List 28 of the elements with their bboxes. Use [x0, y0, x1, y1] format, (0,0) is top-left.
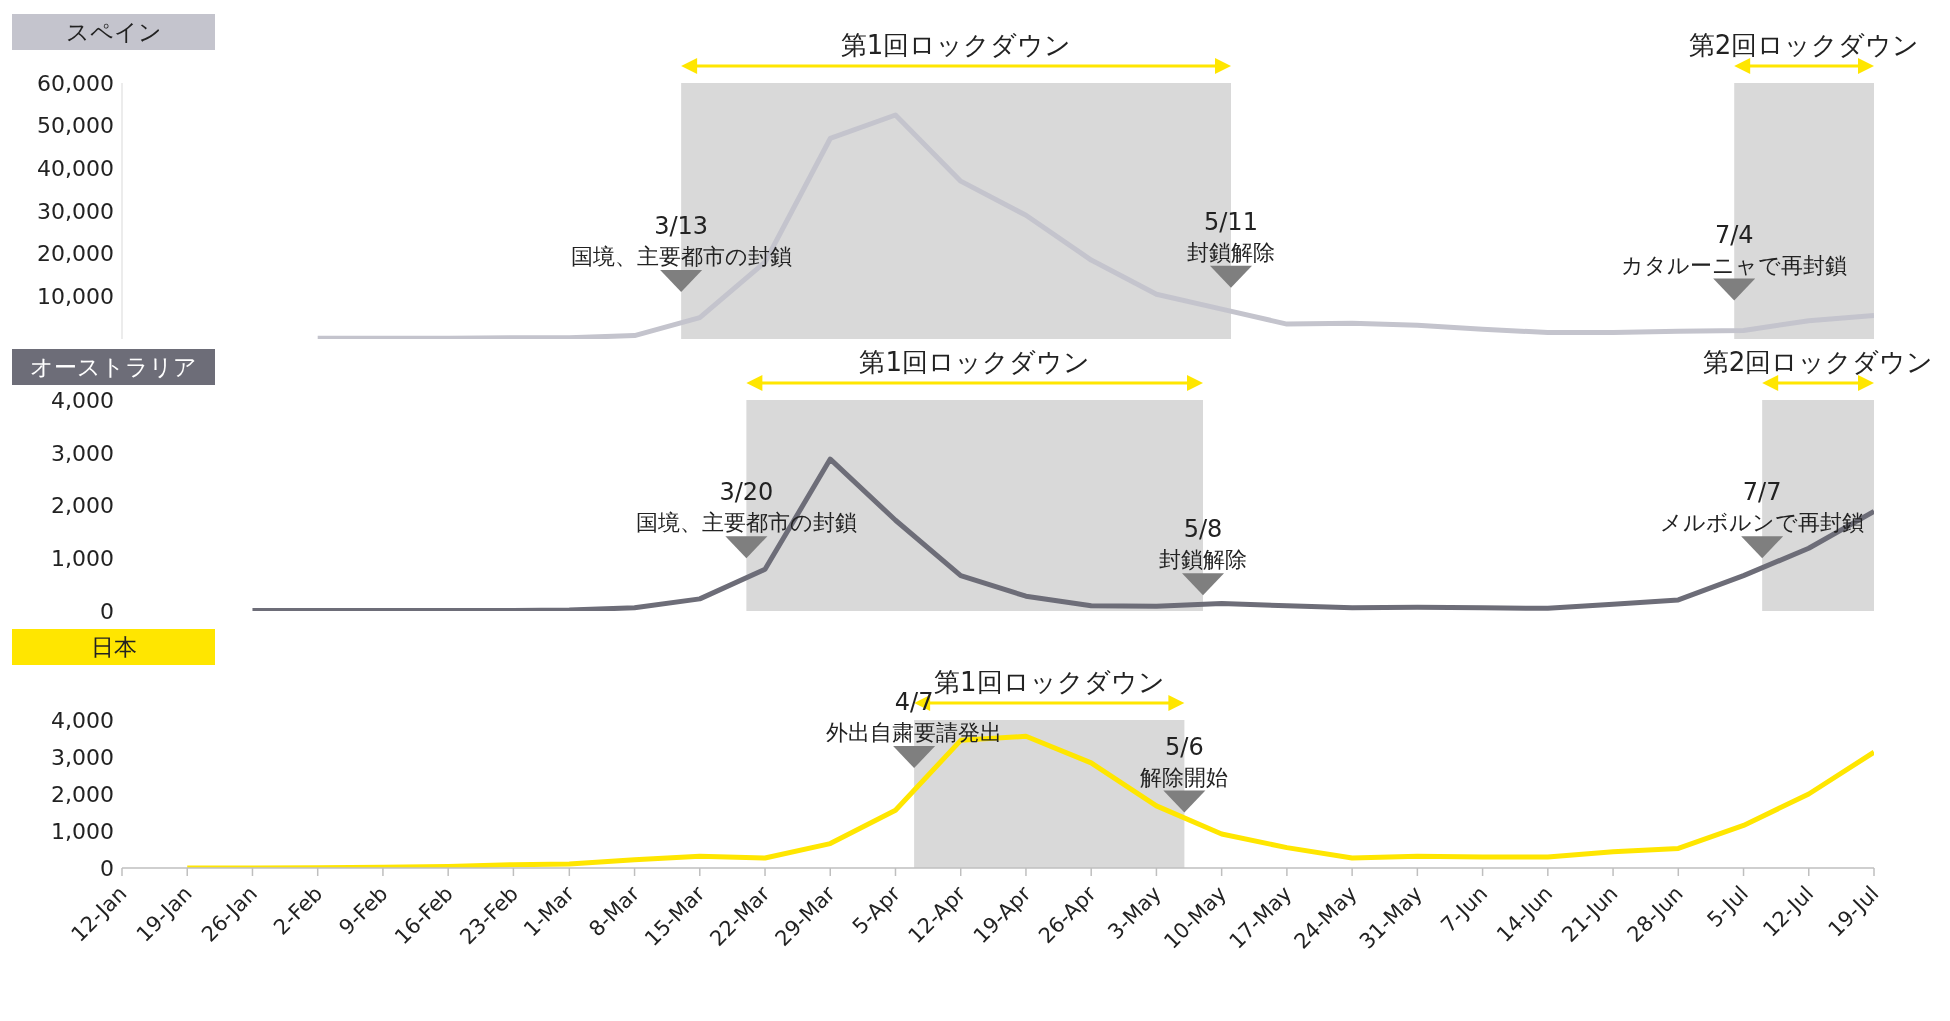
y-tick-label: 2,000 — [51, 493, 114, 519]
y-tick-label: 40,000 — [37, 156, 114, 182]
y-tick-label: 1,000 — [51, 546, 114, 572]
band-label: 第1回ロックダウン — [859, 347, 1090, 377]
y-tick-label: 4,000 — [51, 387, 114, 413]
annotation: 7/4 カタルーニャで再封鎖 — [1621, 220, 1848, 278]
y-tick-label: 2,000 — [51, 781, 114, 807]
y-tick-label: 50,000 — [37, 113, 114, 139]
chart-title: オーストラリア — [12, 349, 215, 385]
band-label: 第2回ロックダウン — [1688, 30, 1920, 60]
y-tick-label: 10,000 — [37, 284, 114, 310]
y-tick-label: 20,000 — [37, 241, 114, 267]
annotation: 5/6 解除開始 — [1140, 732, 1229, 790]
band-label: 第2回ロックダウン — [1702, 347, 1934, 377]
y-tick-label: 4,000 — [51, 707, 114, 733]
chart-title: 日本 — [12, 629, 215, 665]
y-tick-label: 3,000 — [51, 744, 114, 770]
y-tick-label: 0 — [100, 598, 114, 624]
band-label: 第1回ロックダウン — [840, 30, 1072, 60]
y-tick-label: 60,000 — [37, 70, 114, 96]
annotation: 5/8 封鎖解除 — [1159, 515, 1248, 573]
y-tick-label: 3,000 — [51, 440, 114, 466]
chart-title: スペイン — [12, 14, 215, 50]
annotation: 5/11 封鎖解除 — [1186, 207, 1275, 265]
annotation: 3/13 国境、主要都市の封鎖 — [570, 212, 792, 270]
y-tick-label: 1,000 — [51, 818, 114, 844]
y-tick-label: 30,000 — [37, 198, 114, 224]
y-tick-label: 0 — [100, 855, 114, 881]
